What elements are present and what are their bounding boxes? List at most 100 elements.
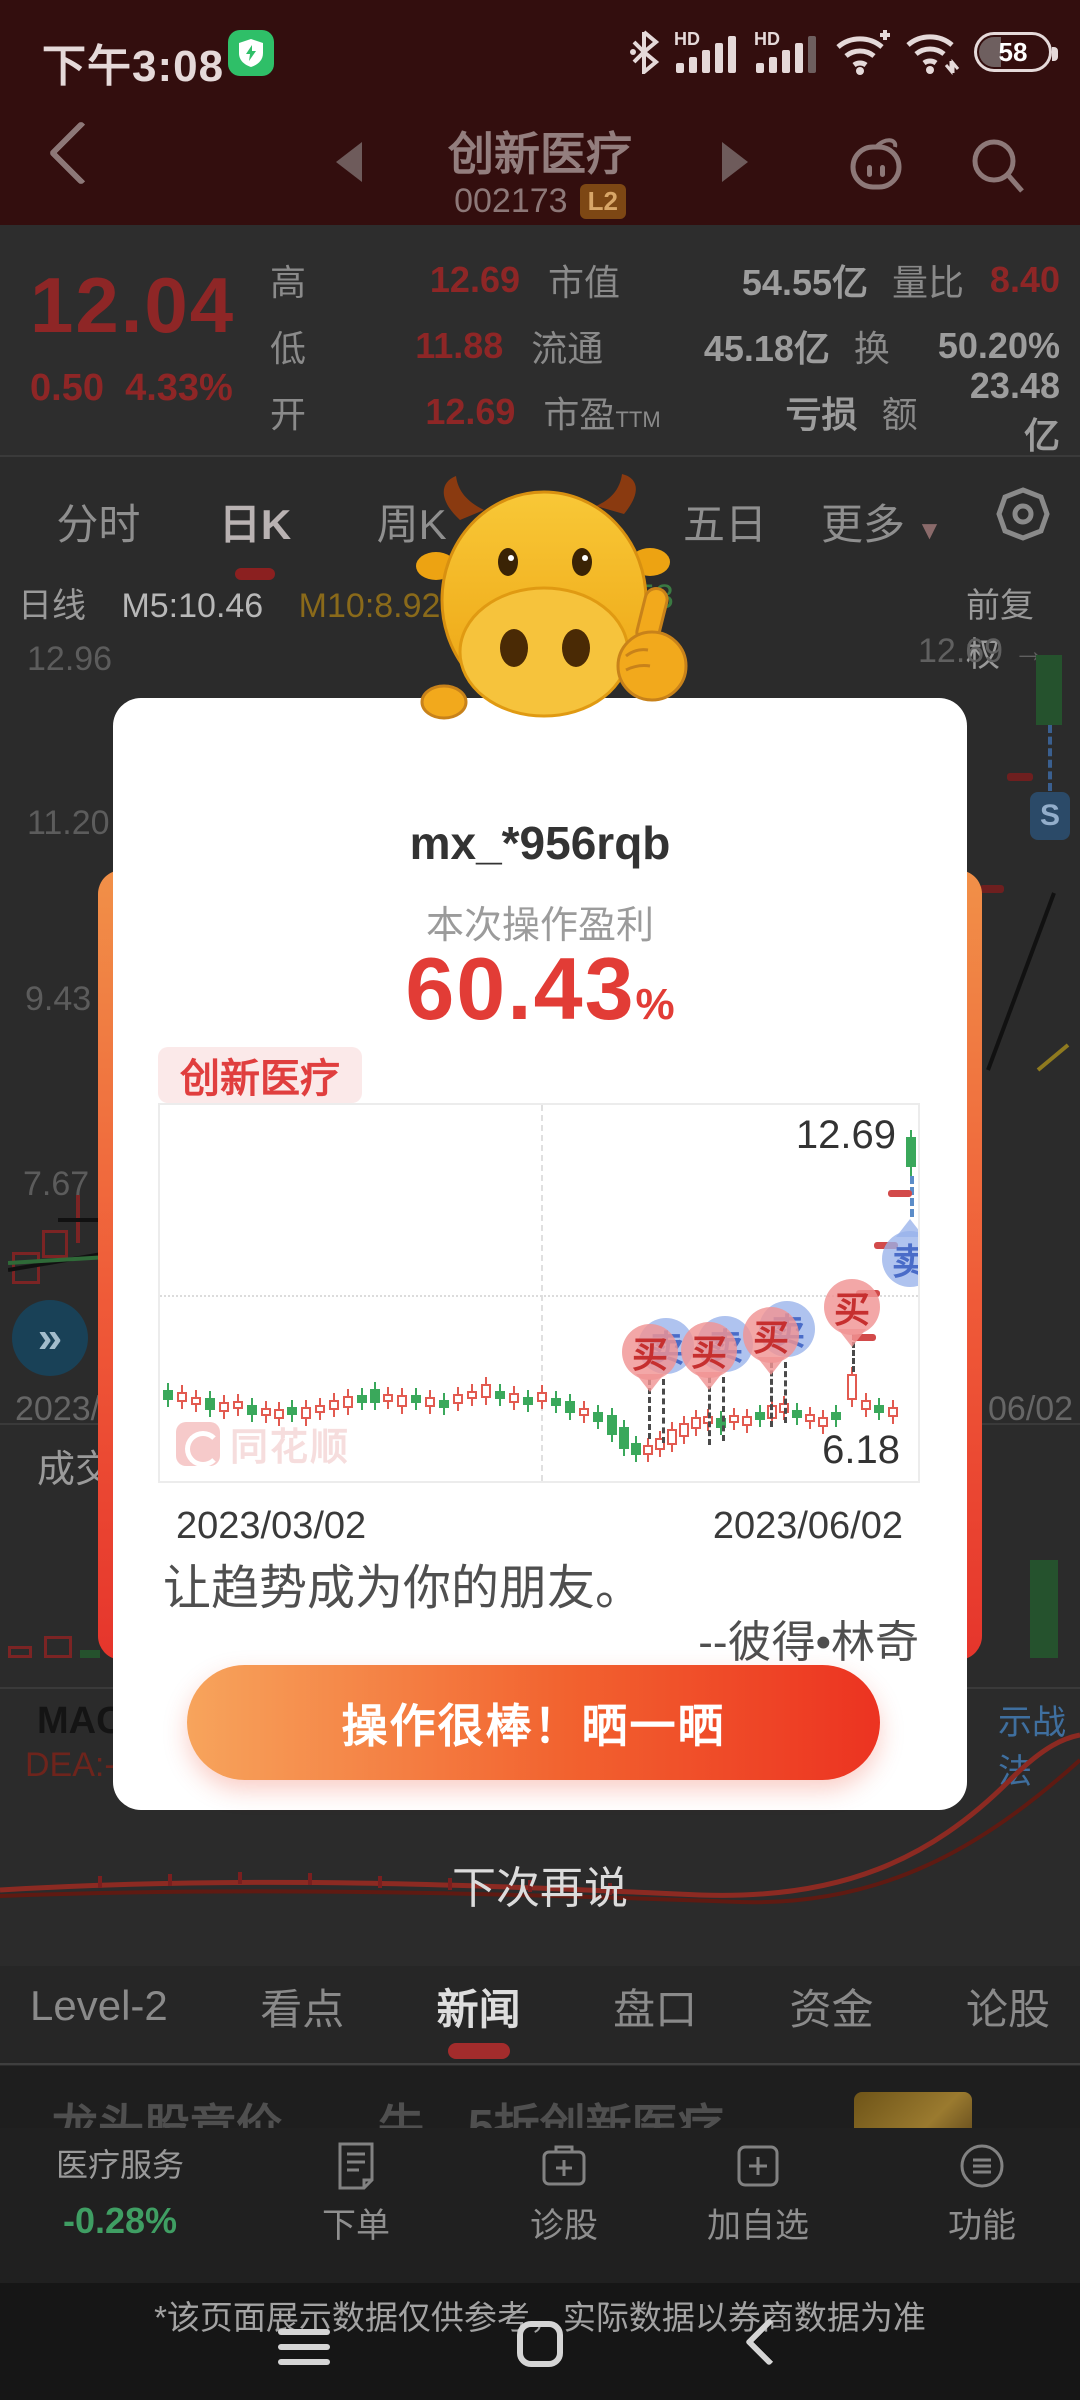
ai-robot-icon[interactable] — [845, 135, 907, 191]
bg-axis-9-43: 9.43 — [25, 980, 92, 1018]
bottom-nav: 医疗服务 -0.28% 下单 诊股 加自选 功能 — [0, 2128, 1080, 2283]
share-button[interactable]: 操作很棒！晒一晒 — [187, 1665, 880, 1780]
search-icon[interactable] — [968, 135, 1028, 195]
marker-connector — [648, 1379, 651, 1439]
wifi-icon — [906, 34, 960, 75]
ths-logo-icon — [176, 1421, 221, 1467]
detail-tab-新闻[interactable]: 新闻 — [437, 1976, 521, 2037]
period-tab-更多[interactable]: 更多 ▼ — [820, 501, 943, 548]
chart-gridline-horizontal — [160, 1295, 918, 1297]
level2-badge: L2 — [579, 184, 626, 219]
replay-badge[interactable]: » — [12, 1300, 88, 1376]
nav-home-button[interactable] — [517, 2321, 563, 2367]
news-fragment-3: 5折创新医疗 — [468, 2100, 724, 2128]
detail-tab-Level-2[interactable]: Level-2 — [30, 1982, 168, 2029]
quote-value: 12.69 — [429, 259, 520, 300]
quote-row: 低 11.88 流通 45.18亿换 50.20% — [270, 313, 1060, 379]
chart-date-start: 2023/03/02 — [176, 1505, 367, 1547]
quote-label: 额 — [881, 394, 918, 435]
detail-tab-资金[interactable]: 资金 — [789, 1985, 874, 2033]
svg-text:HD: HD — [754, 29, 780, 49]
status-icons: HD HD 58 — [630, 26, 1058, 78]
period-tab-周K[interactable]: 周K — [376, 501, 447, 548]
chart-gridline-vertical — [541, 1105, 543, 1481]
marker-connector — [852, 1334, 855, 1372]
bull-mascot — [416, 474, 688, 720]
detail-tab-看点[interactable]: 看点 — [260, 1985, 345, 2033]
dismiss-button[interactable]: 下次再说 — [452, 1864, 628, 1913]
quote-row: 开 12.69 市盈TTM 亏损额 23.48亿 — [270, 365, 1060, 456]
quote-label: 流通 — [531, 328, 604, 369]
bg-price-tag: 12.69 → — [918, 632, 1047, 670]
nav-sector-quote[interactable]: 医疗服务 -0.28% — [55, 2147, 184, 2241]
next-stock-icon[interactable] — [722, 142, 748, 182]
period-tab-分时[interactable]: 分时 — [56, 501, 141, 548]
mini-kline-chart: 12.69 6.18 同花顺 卖买卖买卖买买卖 — [158, 1103, 920, 1483]
adjust-mode[interactable]: 前复权 — [966, 587, 1034, 674]
bg-sell-dash-line — [1048, 725, 1052, 791]
quote-value: 亏损 — [785, 394, 858, 435]
sell-connector — [910, 1176, 914, 1217]
news-fragment-2: 牛 — [378, 2100, 424, 2128]
news-thumbnail — [854, 2092, 972, 2128]
quote-value: 45.18亿 — [703, 328, 830, 369]
bg-xaxis-right: 06/02 — [988, 1390, 1074, 1428]
bg-axis-11-20: 11.20 — [27, 804, 110, 842]
profit-percent: 60.43% — [405, 939, 675, 1038]
buy-marker: 买 — [622, 1324, 678, 1392]
price-tick — [888, 1190, 912, 1197]
marker-connector — [708, 1377, 711, 1445]
detail-tab-盘口[interactable]: 盘口 — [613, 1985, 698, 2033]
svg-text:HD: HD — [674, 29, 700, 49]
nav-item-功能[interactable]: 功能 — [912, 2140, 1052, 2247]
prev-stock-icon[interactable] — [336, 142, 362, 182]
bg-sell-marker-badge: S — [1030, 792, 1070, 840]
watermark: 同花顺 — [176, 1416, 350, 1471]
quote-text: 让趋势成为你的朋友。 — [163, 1562, 644, 1615]
detail-tabs-bar: Level-2 看点 新闻 盘口 资金 论股 — [0, 1966, 1080, 2064]
nav-item-加自选[interactable]: 加自选 — [688, 2140, 828, 2247]
nav-menu-button[interactable] — [278, 2329, 330, 2365]
bg-left-lines — [8, 1195, 108, 1272]
quote-value: 8.40 — [989, 259, 1060, 300]
chart-min-label: 6.18 — [822, 1428, 900, 1472]
last-price: 12.04 — [30, 261, 236, 349]
period-tab-日K[interactable]: 日K — [177, 491, 334, 552]
security-shield-icon — [228, 30, 274, 76]
quote-label: 开 — [270, 394, 307, 435]
signal-sim1-icon: HD — [674, 29, 736, 73]
detail-tab-论股[interactable]: 论股 — [965, 1985, 1050, 2033]
quote-panel: 12.04 0.50 4.33% 高 12.69 市值 54.55亿 量比 8.40 低 11… — [0, 225, 1080, 456]
quote-row: 高 12.69 市值 54.55亿 量比 8.40 — [270, 247, 1060, 313]
news-row[interactable]: 龙头股竞价 牛 5折创新医疗 — [0, 2066, 1080, 2128]
ma5-value: M5:10.46 — [121, 587, 264, 625]
marker-connector — [662, 1379, 665, 1443]
wifi-plus-icon — [836, 30, 890, 75]
strategy-link[interactable]: 示战法 — [998, 1704, 1066, 1791]
quote-label: 量比 — [892, 262, 965, 303]
bg-volume-bar-right — [1030, 1560, 1058, 1658]
quote-value: 12.69 — [425, 391, 516, 432]
chart-settings-gear-icon[interactable] — [996, 487, 1050, 541]
clock: 下午3:08 — [42, 42, 225, 91]
app-header: 创新医疗 002173 L2 — [0, 95, 1080, 225]
modal-subtitle: 本次操作盈利 — [425, 905, 654, 947]
nav-item-诊股[interactable]: 诊股 — [494, 2140, 634, 2247]
stock-code-row: 002173 L2 — [0, 182, 1080, 221]
ma10-value: M10:8.92 — [298, 587, 441, 625]
buy-marker: 买 — [743, 1307, 799, 1375]
bg-candle-left-1 — [42, 1230, 68, 1258]
quote-label: 市值 — [548, 262, 621, 303]
buy-marker: 买 — [681, 1322, 737, 1390]
stock-title: 创新医疗 — [448, 128, 632, 180]
marker-connector — [722, 1377, 725, 1441]
quote-author: --彼得•林奇 — [698, 1618, 919, 1667]
macd-curves — [0, 1732, 1080, 1905]
chart-date-end: 2023/06/02 — [712, 1505, 903, 1547]
bg-trend-lines — [986, 892, 1070, 1072]
period-tab-五日[interactable]: 五日 — [683, 501, 768, 548]
marker-connector — [784, 1362, 787, 1423]
nav-item-下单[interactable]: 下单 — [286, 2140, 426, 2247]
price-change: 0.50 4.33% — [30, 367, 233, 409]
quote-grid: 高 12.69 市值 54.55亿 量比 8.40 低 11.88 流通 45.18亿换 50.20… — [270, 247, 1060, 456]
